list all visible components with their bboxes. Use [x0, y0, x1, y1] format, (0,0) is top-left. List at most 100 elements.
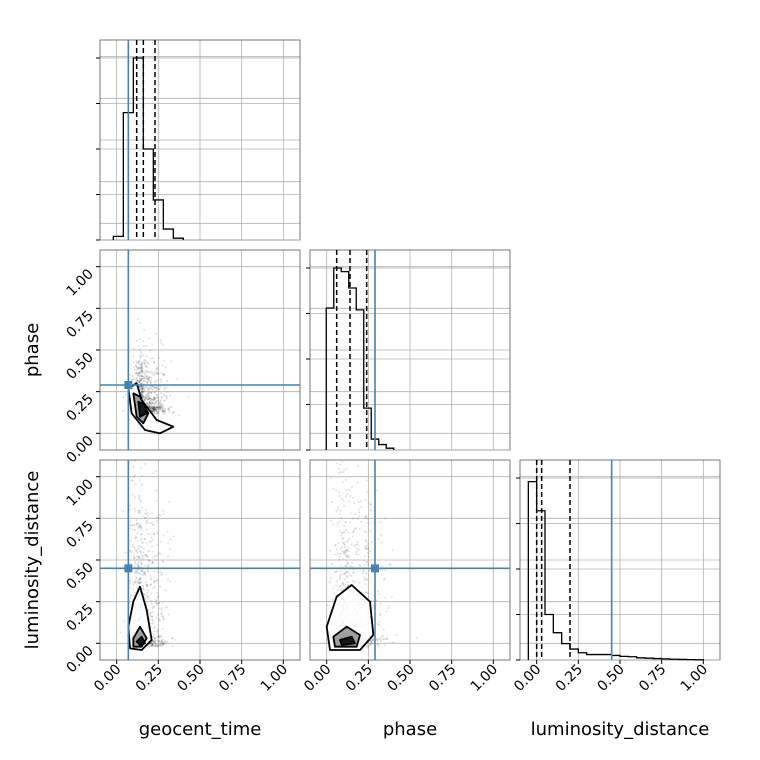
sample-point [151, 611, 154, 614]
sample-point [148, 404, 151, 407]
sample-point [156, 532, 159, 535]
sample-point [134, 581, 137, 584]
x-tick-label: 0.25 [133, 662, 166, 695]
y-tick-label: 0.50 [63, 350, 96, 383]
sample-point [145, 394, 148, 397]
sample-point [153, 409, 156, 412]
sample-point [150, 592, 153, 595]
sample-point [147, 402, 150, 405]
sample-point [132, 361, 135, 364]
sample-point [154, 643, 157, 646]
sample-point [365, 544, 368, 547]
sample-point [140, 565, 143, 568]
sample-point [130, 524, 133, 527]
sample-point [136, 532, 139, 535]
sample-point [346, 575, 349, 578]
sample-point [153, 406, 156, 409]
sample-point [149, 407, 152, 410]
sample-point [151, 560, 154, 563]
y-axis-label-phase: phase [22, 323, 43, 377]
sample-point [142, 360, 145, 363]
sample-point [336, 524, 339, 527]
sample-point [341, 537, 344, 540]
sample-point [152, 402, 155, 405]
sample-point [139, 499, 142, 502]
sample-point [150, 615, 153, 618]
sample-point [152, 409, 155, 412]
sample-point [159, 385, 162, 388]
sample-point [341, 541, 344, 544]
sample-point [160, 380, 163, 383]
sample-point [162, 393, 165, 396]
sample-point [132, 528, 135, 531]
sample-point [137, 555, 140, 558]
sample-point [144, 554, 147, 557]
sample-point [152, 408, 155, 411]
sample-point [143, 386, 146, 389]
sample-point [138, 386, 141, 389]
sample-point [152, 556, 155, 559]
sample-point [129, 373, 132, 376]
sample-point [352, 530, 355, 533]
sample-point [129, 520, 132, 523]
sample-point [352, 528, 355, 531]
sample-point [167, 555, 170, 558]
sample-point [370, 640, 373, 643]
sample-point [136, 547, 139, 550]
sample-point [130, 545, 133, 548]
sample-point [371, 638, 374, 641]
sample-point [345, 549, 348, 552]
sample-point [144, 361, 147, 364]
sample-point [160, 396, 163, 399]
sample-point [140, 377, 143, 380]
sample-point [150, 600, 153, 603]
sample-point [151, 561, 154, 564]
sample-point [143, 571, 146, 574]
sample-point [161, 410, 164, 413]
sample-point [152, 407, 155, 410]
sample-point [152, 396, 155, 399]
sample-point [144, 370, 147, 373]
sample-point [415, 636, 418, 639]
sample-point [156, 579, 159, 582]
sample-point [138, 374, 141, 377]
sample-point [138, 557, 141, 560]
sample-point [155, 408, 158, 411]
sample-point [154, 639, 157, 642]
sample-point [146, 394, 149, 397]
sample-point [155, 400, 158, 403]
sample-point [131, 581, 134, 584]
sample-point [132, 545, 135, 548]
sample-point [152, 472, 155, 475]
sample-point [151, 607, 154, 610]
sample-point [160, 612, 163, 615]
sample-point [345, 571, 348, 574]
sample-point [369, 640, 372, 643]
sample-point [142, 354, 145, 357]
sample-point [176, 377, 179, 380]
sample-point [153, 406, 156, 409]
sample-point [145, 402, 148, 405]
sample-point [139, 581, 142, 584]
sample-point [173, 410, 176, 413]
sample-point [149, 613, 152, 616]
sample-point [146, 591, 149, 594]
sample-point [352, 496, 355, 499]
sample-point [383, 638, 386, 641]
sample-point [337, 467, 340, 470]
x-tick-label: 0.50 [594, 662, 627, 695]
sample-point [331, 501, 334, 504]
sample-point [161, 343, 164, 346]
sample-point [155, 408, 158, 411]
sample-point [138, 522, 141, 525]
sample-point [364, 554, 367, 557]
sample-point [145, 583, 148, 586]
sample-point [145, 520, 148, 523]
sample-point [148, 402, 151, 405]
sample-point [343, 543, 346, 546]
sample-point [141, 387, 144, 390]
sample-point [153, 381, 156, 384]
sample-point [137, 544, 140, 547]
sample-point [159, 640, 162, 643]
sample-point [146, 584, 149, 587]
